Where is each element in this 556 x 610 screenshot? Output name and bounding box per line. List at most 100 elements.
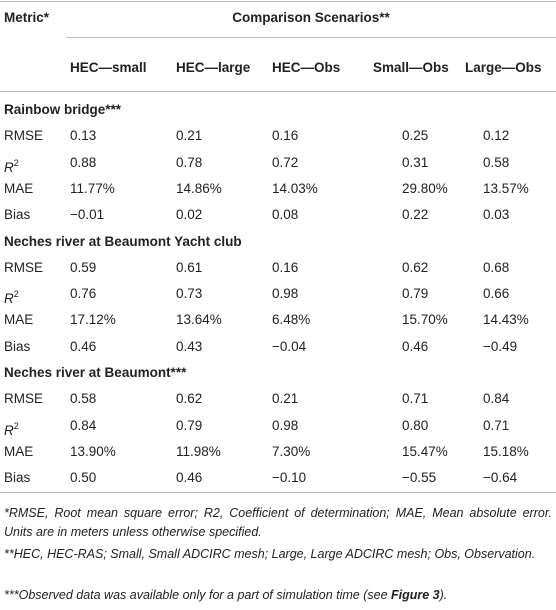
footnote-ref: Figure 3 xyxy=(391,588,440,602)
footnote: ***Observed data was available only for … xyxy=(4,586,552,605)
section-title: Neches river at Beaumont*** xyxy=(4,365,187,380)
metric-label: MAE xyxy=(4,443,34,459)
cell: 0.98 xyxy=(272,286,299,302)
cell: 11.98% xyxy=(176,443,221,459)
cell: 15.18% xyxy=(483,443,529,459)
column-header: HEC—small xyxy=(70,60,147,75)
cell: 0.84 xyxy=(70,417,97,433)
metric-label: MAE xyxy=(4,312,34,328)
metric-label: R2 xyxy=(4,285,19,308)
column-header: HEC—Obs xyxy=(272,60,341,75)
footnote-end: ). xyxy=(439,588,448,602)
group-header: Comparison Scenarios** xyxy=(232,10,390,25)
cell: 0.80 xyxy=(402,417,429,433)
metric-header: Metric* xyxy=(4,10,50,25)
cell: 0.84 xyxy=(483,391,510,407)
metric-label: RMSE xyxy=(4,391,44,407)
cell: 14.86% xyxy=(176,180,222,196)
cell: 0.46 xyxy=(402,338,429,354)
cell: 0.21 xyxy=(176,128,203,144)
cell: 0.58 xyxy=(483,154,510,170)
footnote: *RMSE, Root mean square error; R2, Coeff… xyxy=(4,504,552,542)
cell: 7.30% xyxy=(272,443,311,459)
footnote: **HEC, HEC-RAS; Small, Small ADCIRC mesh… xyxy=(4,545,552,564)
cell: −0.04 xyxy=(272,338,307,354)
cell: −0.01 xyxy=(70,207,105,223)
cell: 0.61 xyxy=(176,259,203,275)
cell: 0.22 xyxy=(402,207,429,223)
cell: 0.88 xyxy=(70,154,97,170)
cell: 0.46 xyxy=(70,338,97,354)
cell: 0.16 xyxy=(272,128,299,144)
cell: 0.43 xyxy=(176,338,203,354)
metric-label: Bias xyxy=(4,470,31,486)
column-header: HEC—large xyxy=(176,60,251,75)
cell: 0.62 xyxy=(402,259,429,275)
cell: 0.79 xyxy=(402,286,429,302)
cell: 13.64% xyxy=(176,312,222,328)
cell: 0.62 xyxy=(176,391,203,407)
metric-base: R xyxy=(4,422,14,438)
metric-label: MAE xyxy=(4,180,34,196)
metric-sup: 2 xyxy=(13,420,19,431)
cell: 0.58 xyxy=(70,391,97,407)
footnote-text: **HEC, HEC-RAS; Small, Small ADCIRC mesh… xyxy=(4,547,536,561)
cell: 0.02 xyxy=(176,207,203,223)
cell: −0.55 xyxy=(402,470,437,486)
cell: 0.71 xyxy=(483,417,510,433)
cell: 0.98 xyxy=(272,417,299,433)
cell: 0.71 xyxy=(402,391,429,407)
cell: 0.76 xyxy=(70,286,97,302)
rule xyxy=(0,492,556,493)
metric-label: R2 xyxy=(4,417,19,440)
metric-base: R xyxy=(4,159,14,175)
cell: 0.25 xyxy=(402,128,429,144)
metric-label: Bias xyxy=(4,338,31,354)
cell: 0.31 xyxy=(402,154,429,170)
rule xyxy=(0,91,556,92)
cell: 0.78 xyxy=(176,154,203,170)
metric-sup: 2 xyxy=(13,157,19,168)
metric-label: Bias xyxy=(4,207,31,223)
metric-base: R xyxy=(4,291,14,307)
rule xyxy=(0,1,556,2)
cell: 29.80% xyxy=(402,180,448,196)
cell: 6.48% xyxy=(272,312,311,328)
footnote-text: ***Observed data was available only for … xyxy=(4,588,391,602)
cell: 17.12% xyxy=(70,312,116,328)
cell: 0.68 xyxy=(483,259,510,275)
cell: 0.16 xyxy=(272,259,299,275)
cell: 13.90% xyxy=(70,443,116,459)
footnote-text: *RMSE, Root mean square error; R2, Coeff… xyxy=(4,506,552,539)
cell: 11.77% xyxy=(70,180,115,196)
cell: 0.12 xyxy=(483,128,510,144)
cell: 0.08 xyxy=(272,207,299,223)
cell: 0.46 xyxy=(176,470,203,486)
cell: 0.03 xyxy=(483,207,510,223)
cell: 14.03% xyxy=(272,180,318,196)
metric-label: RMSE xyxy=(4,259,44,275)
section-title: Rainbow bridge*** xyxy=(4,102,122,117)
column-header: Small—Obs xyxy=(373,60,449,75)
cell: 13.57% xyxy=(483,180,529,196)
metric-label: RMSE xyxy=(4,128,44,144)
metric-sup: 2 xyxy=(13,289,19,300)
cell: 0.13 xyxy=(70,128,97,144)
cell: −0.10 xyxy=(272,470,307,486)
cell: 14.43% xyxy=(483,312,529,328)
cell: 0.66 xyxy=(483,286,510,302)
cell: 0.59 xyxy=(70,259,97,275)
cell: −0.49 xyxy=(483,338,518,354)
cell: 0.50 xyxy=(70,470,97,486)
cell: 0.21 xyxy=(272,391,299,407)
cell: −0.64 xyxy=(483,470,518,486)
cell: 0.79 xyxy=(176,417,203,433)
cell: 0.72 xyxy=(272,154,299,170)
section-title: Neches river at Beaumont Yacht club xyxy=(4,233,242,249)
column-header: Large—Obs xyxy=(465,60,542,75)
cell: 15.70% xyxy=(402,312,448,328)
cell: 15.47% xyxy=(402,443,448,459)
rule xyxy=(66,37,556,38)
cell: 0.73 xyxy=(176,286,203,302)
